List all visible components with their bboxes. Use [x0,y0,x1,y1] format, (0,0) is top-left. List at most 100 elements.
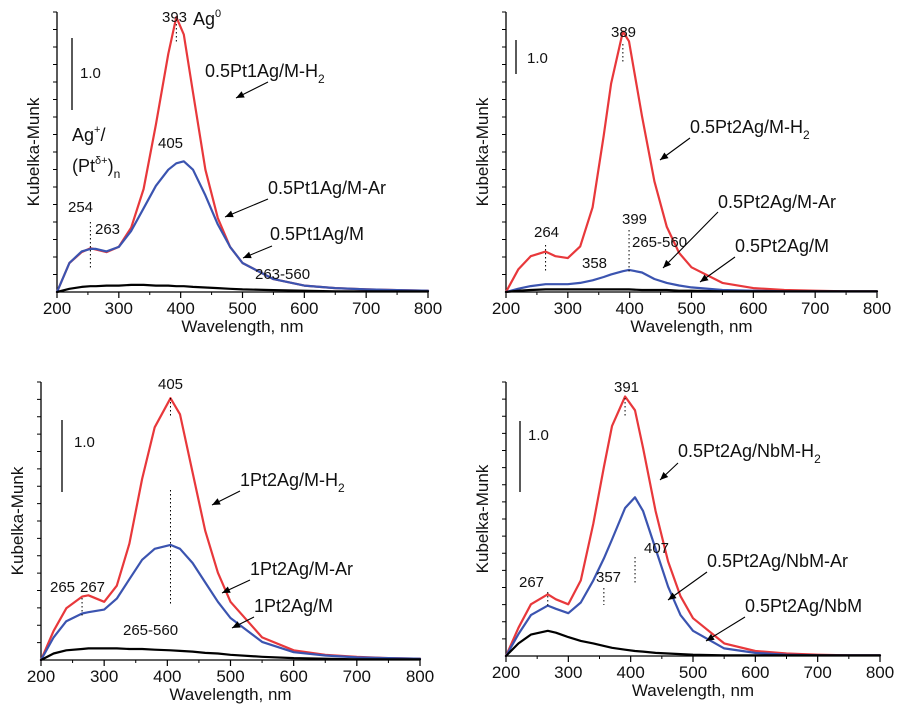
legend-label: 0.5Pt2Ag/NbM-H2 [678,441,821,466]
series-line-black [504,629,882,658]
scale-bar-label: 1.0 [80,65,101,82]
legend-label: 0.5Pt2Ag/M [735,236,829,256]
peak-label: 267 [80,579,105,596]
peak-label: 399 [622,211,647,228]
ag-superscript: + [94,124,100,136]
x-tick-label: 300 [554,663,582,682]
x-tick-label: 500 [679,663,707,682]
peak-label: 267 [519,574,544,591]
legend-label-text: 0.5Pt2Ag/NbM-H [678,441,814,461]
legend-label: 1Pt2Ag/M-H2 [240,470,345,495]
x-tick-label: 600 [290,299,318,318]
x-tick-label: 700 [801,299,829,318]
ag-text: Ag [72,125,94,145]
x-tick-label: 300 [105,299,133,318]
chart-panel-4: 200 300 400 500 600 700 800 Wavelength, nm Kubel… [473,379,894,700]
legend-label-text: 0.5Pt1Ag/M-Ar [268,178,386,198]
legend-arrowhead [660,471,669,480]
series-line-black [55,283,430,294]
legend-arrowhead [706,633,715,641]
legend-arrow [667,571,708,601]
legend-label: 0.5Pt1Ag/M [270,224,364,244]
series-line-blue [39,543,422,662]
paren-text: ) [108,156,114,176]
legend-label-text: 0.5Pt2Ag/NbM-Ar [707,551,848,571]
x-tick-label: 300 [90,667,118,686]
series-line-red [504,30,879,294]
x-tick-label: 200 [43,299,71,318]
y-axis-title: Kubelka-Munk [473,464,492,573]
x-tick-label: 200 [27,667,55,686]
peak-label: 393 [162,9,187,26]
x-tick-label: 200 [492,663,520,682]
x-tick-label: 600 [739,299,767,318]
x-axis-title: Wavelength, nm [181,317,303,336]
legend-arrowhead [668,592,677,600]
peak-label: 263 [95,221,120,238]
peak-label: 391 [614,379,639,396]
legend-label-text: 1Pt2Ag/M-Ar [250,559,353,579]
series-line-blue [55,160,430,294]
x-tick-label: 500 [216,667,244,686]
pt-annotation: (Ptδ+)n [72,155,120,181]
legend-arrowhead [700,274,709,282]
ag0-annotation: Ag0 [193,8,221,29]
peak-label: 407 [644,540,669,557]
x-tick-label: 600 [279,667,307,686]
legend-label: 0.5Pt1Ag/M-Ar [268,178,386,198]
legend-label-text: 0.5Pt1Ag/M-H [205,61,318,81]
series-line-blue [504,496,882,658]
x-tick-label: 800 [866,663,894,682]
peak-label: 405 [158,135,183,152]
legend-arrowhead [225,210,234,218]
slash-text: / [100,125,105,145]
series-line-black [504,288,879,294]
peak-label: 265-560 [123,622,178,639]
x-tick-label: 500 [228,299,256,318]
legend-label-text: 0.5Pt2Ag/NbM [745,596,862,616]
legend-label-subscript: 2 [318,72,325,86]
legend-arrowhead [212,498,221,505]
legend-label-subscript: 2 [338,481,345,495]
peak-label: 389 [611,24,636,41]
peak-label: 254 [68,199,93,216]
peak-label: 405 [158,376,183,393]
legend-arrow [662,211,719,269]
legend-arrowhead [243,251,252,259]
legend-label: 0.5Pt1Ag/M-H2 [205,61,325,86]
x-tick-label: 500 [677,299,705,318]
legend-label-text: 0.5Pt2Ag/M-Ar [718,192,836,212]
x-axis-title: Wavelength, nm [632,681,754,700]
legend-label: 0.5Pt2Ag/M-Ar [718,192,836,212]
legend-label-subscript: 2 [803,128,810,142]
series-line-red [39,397,422,662]
legend-label-text: 0.5Pt2Ag/M-H [690,117,803,137]
series-line-red [55,16,430,294]
peak-label: 265 [50,579,75,596]
scale-bar-label: 1.0 [528,427,549,444]
chart-panel-2: 200 300 400 500 600 700 800 Wavelength, nm Kubel… [473,11,891,336]
legend-arrowhead [232,621,241,628]
x-tick-label: 400 [153,667,181,686]
legend-label-text: 1Pt2Ag/M-H [240,470,338,490]
legend-label: 0.5Pt2Ag/M-H2 [690,117,810,142]
legend-label-text: 0.5Pt1Ag/M [270,224,364,244]
peak-label: 358 [582,255,607,272]
x-tick-label: 200 [492,299,520,318]
series-line-red [504,395,882,658]
x-tick-label: 700 [803,663,831,682]
legend-label-text: 1Pt2Ag/M [254,596,333,616]
legend-label: 0.5Pt2Ag/NbM-Ar [707,551,848,571]
legend-arrowhead [222,586,231,593]
scale-bar-label: 1.0 [527,50,548,67]
x-tick-label: 400 [615,299,643,318]
scale-bar-label: 1.0 [74,434,95,451]
y-axis-title: Kubelka-Munk [8,466,27,575]
x-tick-label: 800 [414,299,442,318]
legend-label: 1Pt2Ag/M-Ar [250,559,353,579]
ag-text: Ag [193,9,215,29]
ag-superscript: 0 [215,8,221,20]
x-tick-label: 800 [406,667,434,686]
legend-label-subscript: 2 [814,452,821,466]
